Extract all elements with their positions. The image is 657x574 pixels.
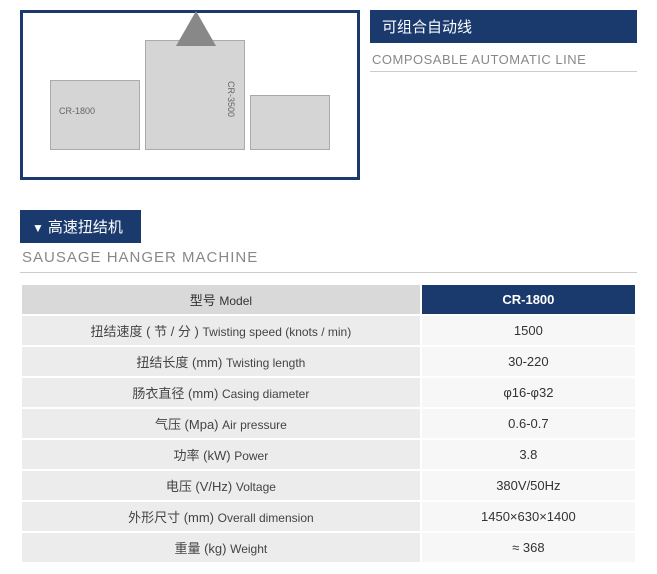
spec-label-en: Weight: [230, 542, 267, 556]
header-label-cell: 型号 Model: [21, 284, 421, 315]
top-label-block: 可组合自动线 COMPOSABLE AUTOMATIC LINE: [370, 10, 637, 180]
table-row: 电压 (V/Hz) Voltage380V/50Hz: [21, 470, 636, 501]
table-row: 外形尺寸 (mm) Overall dimension1450×630×1400: [21, 501, 636, 532]
spec-label-cn: 扭结速度 ( 节 / 分 ): [91, 324, 203, 339]
spec-table: 型号 Model CR-1800 扭结速度 ( 节 / 分 ) Twisting…: [20, 283, 637, 564]
spec-label-en: Twisting speed (knots / min): [202, 325, 351, 339]
spec-label-cell: 扭结速度 ( 节 / 分 ) Twisting speed (knots / m…: [21, 315, 421, 346]
spec-label-en: Power: [234, 449, 268, 463]
product-image-frame: [20, 10, 360, 180]
section-title-cn: ▼ 高速扭结机: [20, 210, 141, 243]
spec-label-cell: 电压 (V/Hz) Voltage: [21, 470, 421, 501]
spec-value-cell: 0.6-0.7: [421, 408, 636, 439]
machine-unit-cr3500: [145, 40, 245, 150]
spec-label-cn: 肠衣直径 (mm): [132, 386, 222, 401]
header-label-cn: 型号: [190, 293, 216, 308]
section-title-en: SAUSAGE HANGER MACHINE: [20, 243, 637, 273]
spec-label-en: Twisting length: [226, 356, 305, 370]
spec-label-cn: 电压 (V/Hz): [166, 479, 236, 494]
spec-label-en: Air pressure: [222, 418, 287, 432]
header-value-cell: CR-1800: [421, 284, 636, 315]
spec-label-cn: 外形尺寸 (mm): [128, 510, 218, 525]
spec-value-cell: 1450×630×1400: [421, 501, 636, 532]
spec-label-en: Voltage: [236, 480, 276, 494]
chevron-down-icon: ▼: [32, 221, 44, 235]
machine-unit-cart: [250, 95, 330, 150]
spec-value-cell: φ16-φ32: [421, 377, 636, 408]
spec-label-cn: 重量 (kg): [174, 541, 230, 556]
header-label-en: Model: [219, 294, 252, 308]
section-title-cn-text: 高速扭结机: [48, 219, 123, 236]
spec-label-cell: 外形尺寸 (mm) Overall dimension: [21, 501, 421, 532]
spec-value-cell: 1500: [421, 315, 636, 346]
spec-value-cell: 30-220: [421, 346, 636, 377]
spec-value-cell: 3.8: [421, 439, 636, 470]
spec-label-cell: 肠衣直径 (mm) Casing diameter: [21, 377, 421, 408]
table-row: 扭结速度 ( 节 / 分 ) Twisting speed (knots / m…: [21, 315, 636, 346]
spec-label-cell: 气压 (Mpa) Air pressure: [21, 408, 421, 439]
section-header: ▼ 高速扭结机 SAUSAGE HANGER MACHINE: [20, 210, 637, 273]
spec-label-cell: 功率 (kW) Power: [21, 439, 421, 470]
spec-label-cn: 功率 (kW): [174, 448, 235, 463]
machine-unit-cr1800: [50, 80, 140, 150]
spec-value-cell: 380V/50Hz: [421, 470, 636, 501]
spec-label-cell: 扭结长度 (mm) Twisting length: [21, 346, 421, 377]
table-row: 扭结长度 (mm) Twisting length30-220: [21, 346, 636, 377]
top-label-en: COMPOSABLE AUTOMATIC LINE: [370, 48, 637, 72]
machine-illustration: [50, 40, 330, 150]
spec-label-cn: 扭结长度 (mm): [136, 355, 226, 370]
spec-label-en: Overall dimension: [218, 511, 314, 525]
top-label-cn: 可组合自动线: [370, 10, 637, 43]
table-row: 功率 (kW) Power3.8: [21, 439, 636, 470]
table-row: 气压 (Mpa) Air pressure0.6-0.7: [21, 408, 636, 439]
spec-label-en: Casing diameter: [222, 387, 309, 401]
spec-label-cn: 气压 (Mpa): [155, 417, 222, 432]
table-header-row: 型号 Model CR-1800: [21, 284, 636, 315]
table-row: 肠衣直径 (mm) Casing diameterφ16-φ32: [21, 377, 636, 408]
